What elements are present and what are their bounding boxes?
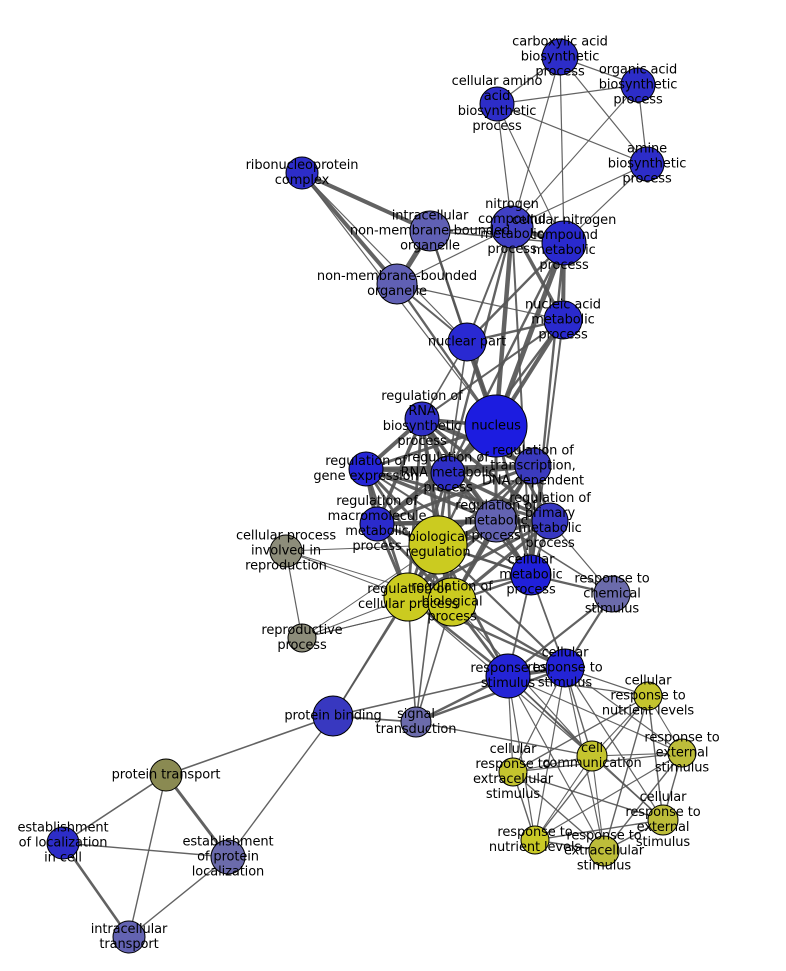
graph-edge	[301, 172, 468, 343]
graph-edge	[511, 56, 561, 228]
graph-node-regulation-of-transcription-dna-dependent[interactable]	[514, 447, 552, 485]
graph-edge	[227, 715, 334, 858]
graph-node-carboxylic-acid-biosynthetic-process[interactable]	[541, 38, 579, 76]
graph-node-regulation-of-macromolecule-metabolic-process[interactable]	[359, 506, 395, 542]
graph-edge	[61, 842, 131, 938]
graph-edge	[591, 755, 605, 852]
graph-edge	[564, 667, 664, 821]
graph-node-establishment-of-localization-in-cell[interactable]	[46, 826, 80, 860]
graph-node-response-to-extracellular-stimulus[interactable]	[588, 835, 620, 867]
graph-node-regulation-of-cellular-process[interactable]	[383, 572, 433, 622]
graph-node-intracellular-transport[interactable]	[112, 920, 146, 954]
graph-edge	[365, 467, 497, 523]
graph-edge	[511, 84, 639, 228]
graph-node-regulation-of-gene-expression[interactable]	[348, 451, 384, 487]
graph-edge	[406, 418, 424, 598]
graph-node-amine-biosynthetic-process[interactable]	[629, 146, 665, 182]
graph-node-cellular-response-to-external-stimulus[interactable]	[647, 804, 679, 836]
graph-node-organic-acid-biosynthetic-process[interactable]	[620, 67, 656, 103]
graph-edge	[512, 771, 605, 852]
graph-node-protein-transport[interactable]	[149, 758, 183, 792]
graph-edge	[512, 771, 664, 821]
graph-edge	[495, 520, 613, 595]
graph-edge	[534, 667, 566, 841]
graph-edge	[534, 755, 593, 841]
graph-edge	[534, 819, 664, 841]
graph-edge	[511, 163, 648, 228]
graph-node-protein-binding[interactable]	[312, 695, 354, 737]
graph-node-response-to-stimulus[interactable]	[485, 653, 531, 699]
graph-edge	[496, 103, 648, 165]
graph-edge	[165, 715, 334, 776]
graph-node-nitrogen-compound-metabolic-process[interactable]	[490, 205, 534, 249]
graph-edge	[415, 666, 566, 724]
graph-node-response-to-external-stimulus[interactable]	[667, 738, 697, 768]
graph-node-reproductive-process[interactable]	[287, 623, 317, 653]
graph-edge	[300, 171, 399, 286]
graph-edge	[496, 84, 639, 105]
graph-edge	[496, 103, 565, 244]
graph-node-nucleic-acid-metabolic-process[interactable]	[543, 300, 583, 340]
graph-edge	[62, 842, 229, 858]
graph-node-cellular-response-to-nutrient-levels[interactable]	[633, 681, 663, 711]
graph-edge	[332, 675, 509, 717]
graph-edge	[415, 544, 439, 723]
graph-edge	[647, 695, 664, 821]
graph-node-signal-transduction[interactable]	[400, 706, 432, 738]
graph-edge	[559, 56, 565, 244]
graph-node-cellular-metabolic-process[interactable]	[510, 554, 552, 596]
graph-node-intracellular-non-membrane-bounded-organelle[interactable]	[409, 210, 451, 252]
graph-node-cellular-amino-acid-biosynthetic-process[interactable]	[479, 86, 515, 122]
graph-node-response-to-nutrient-levels[interactable]	[520, 825, 550, 855]
graph-node-nucleus[interactable]	[464, 394, 528, 458]
graph-node-regulation-of-metabolic-process[interactable]	[474, 499, 518, 543]
graph-edge	[447, 341, 468, 474]
graph-edge	[128, 774, 167, 938]
graph-edge	[62, 774, 167, 844]
graph-node-establishment-of-protein-localization[interactable]	[210, 839, 246, 875]
graph-edge	[396, 283, 564, 321]
graph-node-response-to-chemical-stimulus[interactable]	[593, 575, 631, 613]
graph-node-nuclear-part[interactable]	[447, 322, 487, 362]
graph-edge	[301, 171, 431, 233]
graph-node-cellular-nitrogen-compound-metabolic-process[interactable]	[541, 220, 587, 266]
node-layer	[46, 38, 697, 954]
graph-edge	[591, 755, 664, 821]
graph-edge	[466, 242, 565, 343]
graph-node-regulation-of-rna-metabolic-process[interactable]	[430, 455, 466, 491]
graph-node-ribonucleoprotein-complex[interactable]	[285, 156, 319, 190]
graph-edge	[559, 56, 648, 165]
graph-edge	[534, 752, 683, 841]
graph-edge	[511, 226, 532, 576]
graph-node-cellular-response-to-stimulus[interactable]	[545, 648, 585, 688]
graph-edge	[512, 695, 649, 773]
graph-node-regulation-of-rna-biosynthetic-process[interactable]	[404, 401, 440, 437]
graph-node-biological-regulation[interactable]	[408, 515, 468, 575]
graph-node-cellular-process-involved-in-reproduction[interactable]	[269, 534, 303, 568]
graph-edge	[421, 319, 564, 420]
graph-node-non-membrane-bounded-organelle[interactable]	[376, 263, 418, 305]
graph-edge	[365, 467, 551, 523]
graph-node-cellular-response-to-extracellular-stimulus[interactable]	[498, 757, 528, 787]
graph-edge	[603, 695, 649, 852]
graph-node-regulation-of-biological-process[interactable]	[427, 577, 477, 627]
graph-edge	[493, 226, 515, 427]
graph-edge	[507, 675, 536, 841]
graph-edge	[603, 752, 683, 852]
graph-edge	[415, 721, 593, 757]
graph-node-regulation-of-primary-metabolic-process[interactable]	[531, 502, 569, 540]
graph-edge	[128, 856, 229, 938]
graph-node-cell-communication[interactable]	[576, 740, 608, 772]
edge-layer	[61, 56, 683, 938]
